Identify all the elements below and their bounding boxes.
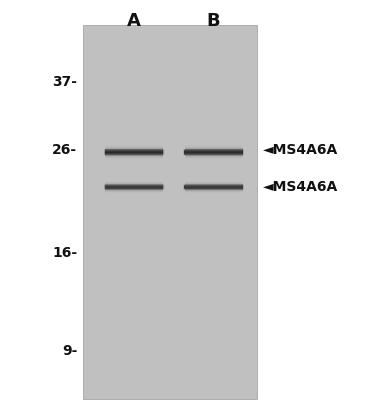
Bar: [185, 157, 242, 158]
Text: A: A: [127, 12, 141, 30]
Text: 26-: 26-: [53, 143, 77, 157]
Bar: [83, 25, 257, 399]
Text: B: B: [207, 12, 220, 30]
Bar: [184, 155, 243, 156]
FancyBboxPatch shape: [104, 185, 164, 189]
FancyBboxPatch shape: [183, 185, 243, 189]
FancyBboxPatch shape: [183, 149, 243, 155]
Bar: [105, 152, 163, 153]
Bar: [105, 148, 163, 149]
Bar: [184, 153, 243, 154]
Bar: [105, 146, 163, 147]
FancyBboxPatch shape: [104, 149, 164, 155]
Text: 9-: 9-: [62, 344, 77, 358]
Bar: [184, 154, 243, 155]
Bar: [105, 155, 163, 156]
Bar: [185, 147, 242, 148]
Bar: [105, 145, 163, 146]
Bar: [105, 156, 163, 157]
Text: ◄MS4A6A: ◄MS4A6A: [263, 143, 338, 157]
Bar: [184, 156, 243, 157]
Bar: [105, 153, 163, 154]
Bar: [105, 147, 163, 148]
Bar: [105, 151, 163, 152]
Bar: [184, 150, 243, 151]
Text: ◄MS4A6A: ◄MS4A6A: [263, 180, 338, 194]
Bar: [184, 152, 243, 153]
Bar: [185, 146, 242, 147]
Bar: [184, 148, 243, 149]
Bar: [184, 149, 243, 150]
Bar: [105, 150, 163, 151]
Bar: [105, 158, 163, 159]
Bar: [105, 157, 163, 158]
Bar: [105, 154, 163, 155]
Bar: [185, 158, 242, 159]
Bar: [185, 145, 242, 146]
Bar: [184, 151, 243, 152]
Text: 37-: 37-: [53, 75, 77, 89]
Text: 16-: 16-: [53, 246, 77, 260]
Bar: [105, 149, 163, 150]
